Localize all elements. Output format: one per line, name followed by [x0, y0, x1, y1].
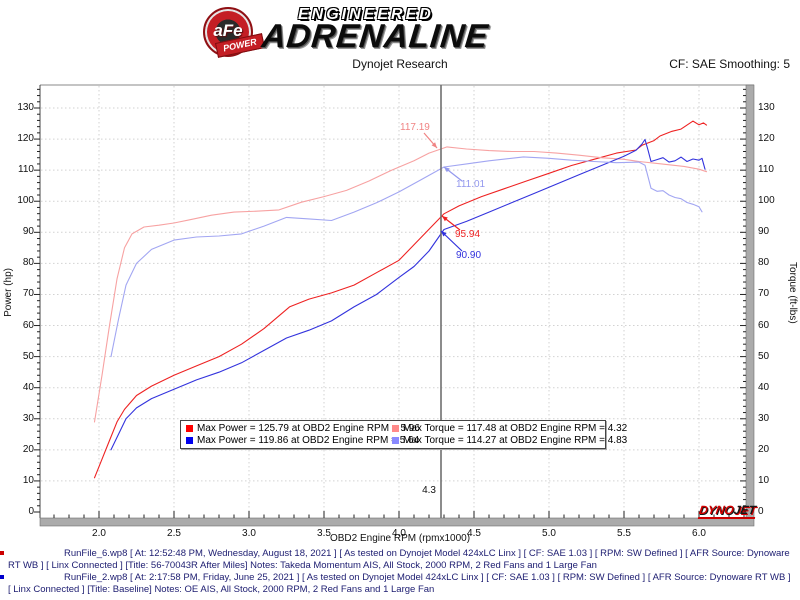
run-color-bullet-icon	[0, 551, 4, 555]
x-tick-label: 3.5	[317, 528, 331, 539]
power-after-cursor-value: 95.94	[455, 229, 481, 240]
torque-tick-label: 50	[758, 350, 770, 362]
x-tick-label: 4.0	[392, 528, 406, 539]
run-file-info-line: RunFile_2.wp8 [ At: 2:17:58 PM, Friday, …	[0, 572, 800, 596]
legend-swatch-icon	[186, 436, 193, 444]
torque-tick-label: 90	[758, 226, 770, 238]
power-tick-label: 100	[17, 195, 34, 207]
torque-baseline-cursor-value-arrowhead	[444, 167, 450, 173]
legend-box[interactable]: Max Power = 125.79 at OBD2 Engine RPM = …	[180, 420, 627, 449]
power-tick-label: 80	[22, 257, 34, 269]
torque-tick-label: 60	[758, 319, 770, 331]
run-color-bullet-icon	[0, 575, 4, 579]
x-tick-label: 2.0	[92, 528, 106, 539]
power-tick-label: 130	[17, 101, 34, 113]
logo-engineered-text: ENGINEERED	[298, 6, 434, 23]
legend-item-label: Max Power = 119.86 at OBD2 Engine RPM = …	[197, 434, 420, 446]
x-tick-label: 4.5	[467, 528, 481, 539]
torque-tick-label: 100	[758, 195, 775, 207]
legend-item: Max Power = 119.86 at OBD2 Engine RPM = …	[186, 435, 419, 447]
torque-tick-label: 30	[758, 412, 770, 424]
power-after-cursor-value-arrowhead	[442, 216, 448, 222]
legend-item: Max Torque = 114.27 at OBD2 Engine RPM =…	[392, 435, 627, 447]
chart-title: Dynojet Research	[352, 57, 448, 71]
power-tick-label: 90	[22, 226, 34, 238]
power-tick-label: 70	[22, 288, 34, 300]
power-tick-label: 40	[22, 381, 34, 393]
afe-badge-text: aFe	[213, 21, 243, 40]
legend-item-label: Max Power = 125.79 at OBD2 Engine RPM = …	[197, 423, 420, 434]
torque-tick-label: 120	[758, 133, 775, 145]
run-file-info-line: RunFile_6.wp8 [ At: 12:52:48 PM, Wednesd…	[0, 548, 800, 572]
x-tick-label: 2.5	[167, 528, 181, 539]
power-tick-label: 10	[22, 474, 34, 486]
power-tick-label: 120	[17, 133, 34, 145]
torque-after-cursor-value-arrowhead	[431, 142, 437, 148]
power-tick-label: 60	[22, 319, 34, 331]
x-tick-label: 3.0	[242, 528, 256, 539]
torque-tick-label: 70	[758, 288, 770, 300]
run-file-info-text: RunFile_2.wp8 [ At: 2:17:58 PM, Friday, …	[8, 572, 791, 595]
torque-tick-label: 110	[758, 164, 774, 176]
x-tick-label: 5.5	[617, 528, 631, 539]
dynojet-logo-dyno: DYNO	[698, 503, 735, 517]
x-tick-label: 6.0	[692, 528, 706, 539]
power-tick-label: 30	[22, 412, 34, 424]
x-axis-bar	[39, 517, 755, 527]
legend-swatch-icon	[392, 425, 399, 433]
power-baseline-cursor-value-arrowhead	[441, 231, 447, 237]
dynojet-logo-jet: JET	[732, 503, 757, 517]
run-file-info-text: RunFile_6.wp8 [ At: 12:52:48 PM, Wednesd…	[8, 548, 790, 571]
x-tick-label: 5.0	[542, 528, 556, 539]
dynojet-logo: DYNOJET	[697, 503, 757, 519]
torque-tick-label: 20	[758, 443, 770, 455]
power-tick-label: 110	[18, 164, 34, 176]
right-axis-bar	[745, 84, 755, 519]
power-tick-label: 50	[22, 350, 34, 362]
torque-after-cursor-value: 117.19	[400, 122, 430, 133]
legend-row: Max Power = 125.79 at OBD2 Engine RPM = …	[186, 423, 627, 435]
legend-item: Max Power = 125.79 at OBD2 Engine RPM = …	[186, 423, 420, 435]
power-tick-label: 20	[22, 443, 34, 455]
torque-baseline-curve	[110, 156, 703, 358]
torque-tick-label: 0	[758, 506, 764, 517]
legend-swatch-icon	[392, 436, 399, 444]
torque-tick-label: 40	[758, 381, 770, 393]
power-after-curve	[93, 120, 708, 479]
legend-item-label: Max Torque = 114.27 at OBD2 Engine RPM =…	[403, 434, 628, 446]
legend-row: Max Power = 119.86 at OBD2 Engine RPM = …	[186, 435, 627, 447]
legend-swatch-icon	[186, 425, 193, 433]
torque-axis-label: Torque (ft-lbs)	[787, 262, 798, 324]
torque-after-curve	[93, 146, 708, 423]
torque-tick-label: 10	[758, 474, 770, 486]
legend-item: Max Torque = 117.48 at OBD2 Engine RPM =…	[392, 423, 627, 435]
cursor-rpm-label: 4.3	[422, 485, 436, 496]
power-axis-label: Power (hp)	[3, 268, 14, 317]
smoothing-label: CF: SAE Smoothing: 5	[669, 57, 790, 71]
legend-item-label: Max Torque = 117.48 at OBD2 Engine RPM =…	[403, 423, 628, 434]
torque-baseline-cursor-value: 111.01	[456, 179, 486, 190]
power-tick-label: 0	[28, 506, 34, 517]
run-info-footer: RunFile_6.wp8 [ At: 12:52:48 PM, Wednesd…	[0, 548, 800, 596]
torque-tick-label: 80	[758, 257, 770, 269]
power-baseline-cursor-value: 90.90	[456, 250, 482, 261]
rpm-axis-label: OBD2 Engine RPM (rpmx1000)	[329, 533, 471, 544]
power-baseline-curve	[110, 138, 706, 451]
torque-tick-label: 130	[758, 101, 775, 113]
